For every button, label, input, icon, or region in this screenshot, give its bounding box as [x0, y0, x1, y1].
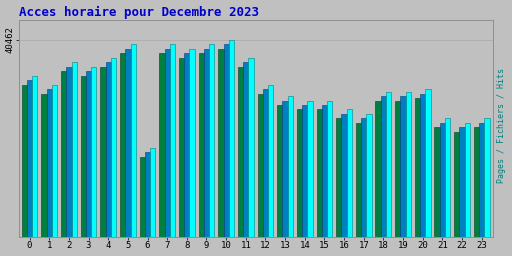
Bar	[322, 105, 327, 237]
Bar	[288, 96, 293, 237]
Bar	[145, 152, 150, 237]
Bar	[184, 54, 189, 237]
Bar	[170, 45, 175, 237]
Bar	[105, 62, 111, 237]
Bar	[297, 110, 302, 237]
Bar	[238, 67, 243, 237]
Bar	[189, 49, 195, 237]
Bar	[243, 62, 248, 237]
Bar	[164, 49, 170, 237]
Bar	[435, 127, 440, 237]
Bar	[41, 94, 47, 237]
Bar	[131, 45, 136, 237]
Bar	[159, 54, 164, 237]
Bar	[140, 157, 145, 237]
Bar	[420, 94, 425, 237]
Bar	[361, 119, 367, 237]
Bar	[199, 54, 204, 237]
Bar	[100, 67, 105, 237]
Bar	[479, 123, 484, 237]
Bar	[86, 71, 91, 237]
Bar	[277, 105, 283, 237]
Bar	[218, 49, 224, 237]
Bar	[356, 123, 361, 237]
Bar	[66, 67, 72, 237]
Bar	[258, 94, 263, 237]
Bar	[381, 96, 386, 237]
Bar	[229, 40, 234, 237]
Bar	[248, 58, 254, 237]
Bar	[400, 96, 406, 237]
Bar	[283, 101, 288, 237]
Bar	[204, 49, 209, 237]
Bar	[336, 119, 342, 237]
Bar	[150, 148, 156, 237]
Bar	[440, 123, 445, 237]
Bar	[459, 127, 465, 237]
Text: Acces horaire pour Decembre 2023: Acces horaire pour Decembre 2023	[19, 6, 259, 19]
Bar	[125, 49, 131, 237]
Bar	[454, 132, 459, 237]
Bar	[32, 76, 37, 237]
Bar	[415, 98, 420, 237]
Bar	[316, 110, 322, 237]
Bar	[386, 92, 391, 237]
Bar	[302, 105, 308, 237]
Bar	[465, 123, 470, 237]
Bar	[179, 58, 184, 237]
Bar	[375, 101, 381, 237]
Bar	[425, 89, 431, 237]
Bar	[445, 119, 451, 237]
Bar	[484, 119, 490, 237]
Bar	[474, 127, 479, 237]
Bar	[327, 101, 332, 237]
Bar	[395, 101, 400, 237]
Bar	[47, 89, 52, 237]
Bar	[27, 80, 32, 237]
Bar	[308, 101, 313, 237]
Bar	[120, 54, 125, 237]
Bar	[80, 76, 86, 237]
Bar	[111, 58, 116, 237]
Bar	[209, 45, 215, 237]
Bar	[61, 71, 66, 237]
Bar	[268, 85, 273, 237]
Bar	[22, 85, 27, 237]
Bar	[91, 67, 96, 237]
Bar	[342, 114, 347, 237]
Bar	[52, 85, 57, 237]
Bar	[224, 45, 229, 237]
Bar	[263, 89, 268, 237]
Bar	[72, 62, 77, 237]
Bar	[367, 114, 372, 237]
Bar	[347, 110, 352, 237]
Bar	[406, 92, 411, 237]
